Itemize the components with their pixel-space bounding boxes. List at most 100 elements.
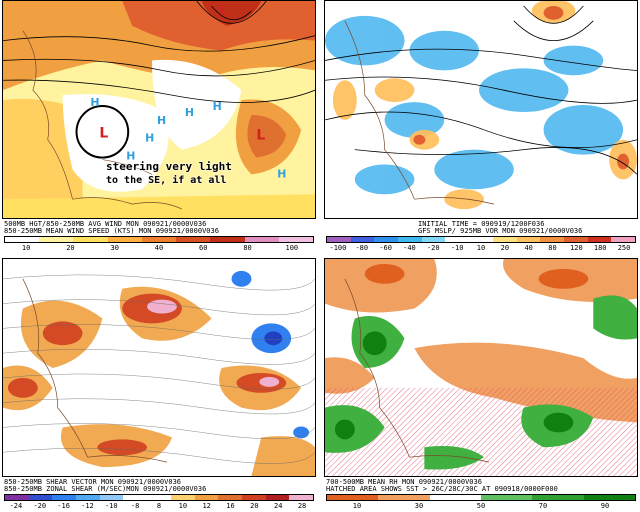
- svg-text:H: H: [126, 150, 135, 163]
- tick-label: 90: [600, 502, 610, 510]
- color-swatch: [141, 237, 177, 242]
- color-swatch: [244, 237, 279, 242]
- color-swatch: [374, 237, 399, 242]
- color-swatch: [39, 237, 74, 242]
- color-swatch: [218, 495, 242, 500]
- annotation-steering-line2: to the SE, if at all: [106, 175, 227, 186]
- color-swatch: [289, 495, 313, 500]
- tick-label: 180: [593, 244, 607, 252]
- color-swatch: [170, 495, 195, 500]
- tick-label: 20: [500, 244, 510, 252]
- color-swatch: [540, 237, 564, 242]
- color-swatch: [611, 237, 635, 242]
- tick-label: -10: [104, 502, 118, 510]
- color-scale-ticks: 10 20 30 40 60 80 100: [4, 244, 314, 253]
- tick-label: 40: [524, 244, 533, 252]
- tick-label: -80: [355, 244, 369, 252]
- tick-label: 80: [243, 244, 252, 252]
- map-rh-sst: [324, 258, 638, 477]
- tick-label: 100: [285, 244, 299, 252]
- panel-shear: 850-250MB SHEAR VECTOR MON 090921/0000V0…: [0, 258, 318, 512]
- panel-mslp-vorticity: INITIAL TIME = 090919/1200F036 GFS MSLP/…: [322, 0, 640, 254]
- color-scale-ticks: -24 -20 -16 -12 -10 -8 8 10 12 16 20 24 28: [4, 502, 314, 511]
- vorticity-map: [325, 1, 637, 218]
- caption-subtitle: 850-250MB ZONAL SHEAR (M/SEC)MON 090921/…: [4, 485, 207, 493]
- tick-label: -12: [81, 502, 94, 510]
- color-swatch: [327, 237, 351, 242]
- color-swatch: [516, 237, 541, 242]
- color-swatch: [421, 237, 446, 242]
- svg-text:H: H: [185, 106, 194, 119]
- svg-text:L: L: [256, 128, 265, 144]
- color-swatch: [123, 495, 148, 500]
- color-swatch: [563, 237, 588, 242]
- svg-text:H: H: [213, 100, 222, 113]
- tick-label: 10: [178, 502, 188, 510]
- tick-label: 40: [154, 244, 164, 252]
- caption-initial-time: INITIAL TIME = 090919/1200F036: [418, 220, 545, 228]
- tick-label: -40: [403, 244, 416, 252]
- map-mslp-vorticity: [324, 0, 638, 219]
- tick-label: 28: [297, 502, 307, 510]
- tick-label: -24: [9, 502, 23, 510]
- shear-map: [3, 259, 315, 476]
- svg-text:H: H: [277, 167, 286, 180]
- color-swatch: [532, 495, 584, 500]
- svg-text:H: H: [90, 96, 99, 109]
- tick-label: 10: [476, 244, 486, 252]
- tick-label: 30: [110, 244, 119, 252]
- tick-label: -60: [379, 244, 392, 252]
- color-swatch: [327, 495, 379, 500]
- color-swatch: [492, 237, 517, 242]
- tick-label: -8: [130, 502, 140, 510]
- color-swatch: [583, 495, 635, 500]
- caption-subtitle: HATCHED AREA SHOWS SST > 26C/28C/30C AT …: [326, 485, 558, 493]
- svg-text:L: L: [99, 126, 108, 142]
- caption-subtitle: GFS MSLP/ 925MB VOR MON 090921/0000V036: [418, 227, 583, 235]
- color-swatch: [176, 237, 211, 242]
- tick-label: 80: [548, 244, 557, 252]
- tick-label: 70: [538, 502, 548, 510]
- map-shear: [2, 258, 316, 477]
- tick-label: 120: [570, 244, 583, 252]
- tick-label: 24: [273, 502, 283, 510]
- tick-label: 10: [352, 502, 362, 510]
- color-swatch: [194, 495, 219, 500]
- color-swatch: [107, 237, 142, 242]
- tick-label: 12: [202, 502, 211, 510]
- color-swatch: [5, 495, 29, 500]
- color-swatch: [210, 237, 245, 242]
- tick-label: 20: [250, 502, 259, 510]
- color-swatch: [241, 495, 266, 500]
- color-scale-ticks: 10 30 50 70 90: [326, 502, 636, 511]
- color-scale-bar: [4, 236, 314, 243]
- wind-speed-map: L L L HHH H HHH: [3, 1, 315, 218]
- tick-label: 50: [476, 502, 486, 510]
- rh-map: [325, 259, 637, 476]
- tick-label: 10: [21, 244, 31, 252]
- tick-label: 30: [414, 502, 424, 510]
- tick-label: -100: [329, 244, 347, 252]
- color-swatch: [429, 495, 481, 500]
- color-swatch: [469, 237, 493, 242]
- tick-label: -20: [426, 244, 440, 252]
- color-scale-ticks: -100 -80 -60 -40 -20 -10 10 20 40 80 120 180 250: [326, 244, 636, 253]
- color-swatch: [378, 495, 430, 500]
- color-swatch: [587, 237, 612, 242]
- color-swatch: [99, 495, 124, 500]
- tick-label: -20: [33, 502, 47, 510]
- color-scale-bar: [4, 494, 314, 501]
- color-swatch: [147, 495, 171, 500]
- annotation-steering-line1: steering very light: [106, 160, 232, 173]
- color-swatch: [278, 237, 313, 242]
- color-swatch: [73, 237, 108, 242]
- tick-label: 250: [617, 244, 631, 252]
- color-swatch: [398, 237, 422, 242]
- tick-label: 16: [226, 502, 235, 510]
- color-scale-bar: [326, 494, 636, 501]
- color-swatch: [76, 495, 100, 500]
- color-swatch: [52, 495, 77, 500]
- tick-label: 20: [66, 244, 75, 252]
